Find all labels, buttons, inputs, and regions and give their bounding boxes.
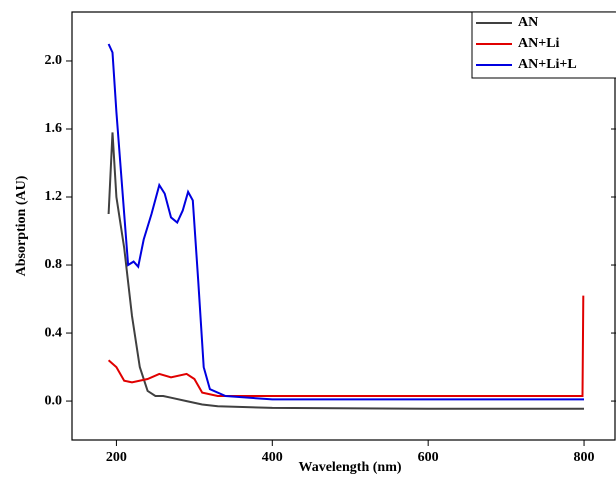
- x-tick-label: 400: [262, 450, 283, 465]
- x-tick-label: 800: [574, 450, 595, 465]
- y-tick-label: 1.6: [45, 121, 63, 136]
- series-line: [107, 295, 585, 397]
- y-tick-label: 1.2: [45, 189, 63, 204]
- series-line: [107, 43, 584, 401]
- legend-label: AN: [518, 15, 538, 30]
- y-tick-label: 0.0: [45, 393, 63, 408]
- x-tick-label: 600: [418, 450, 439, 465]
- y-axis-label: Absorption (AU): [14, 175, 29, 276]
- legend-label: AN+Li+L: [518, 57, 577, 72]
- legend-label: AN+Li: [518, 36, 560, 51]
- series-line: [107, 132, 584, 410]
- y-tick-label: 0.4: [45, 325, 63, 340]
- plot-frame: [71, 11, 616, 441]
- y-tick-label: 0.8: [45, 257, 63, 272]
- y-tick-label: 2.0: [45, 53, 63, 68]
- x-tick-label: 200: [106, 450, 127, 465]
- x-axis-label: Wavelength (nm): [298, 460, 401, 475]
